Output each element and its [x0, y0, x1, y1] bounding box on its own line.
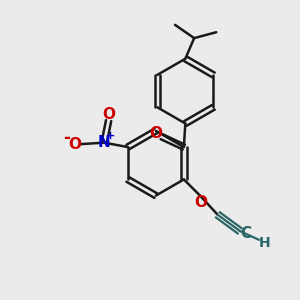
Text: +: +: [106, 131, 115, 141]
Text: O: O: [68, 136, 81, 152]
Text: C: C: [241, 226, 252, 242]
Text: N: N: [98, 135, 111, 150]
Text: -: -: [63, 129, 70, 147]
Text: H: H: [259, 236, 271, 250]
Text: O: O: [149, 126, 162, 141]
Text: O: O: [102, 106, 115, 122]
Text: O: O: [194, 195, 207, 210]
